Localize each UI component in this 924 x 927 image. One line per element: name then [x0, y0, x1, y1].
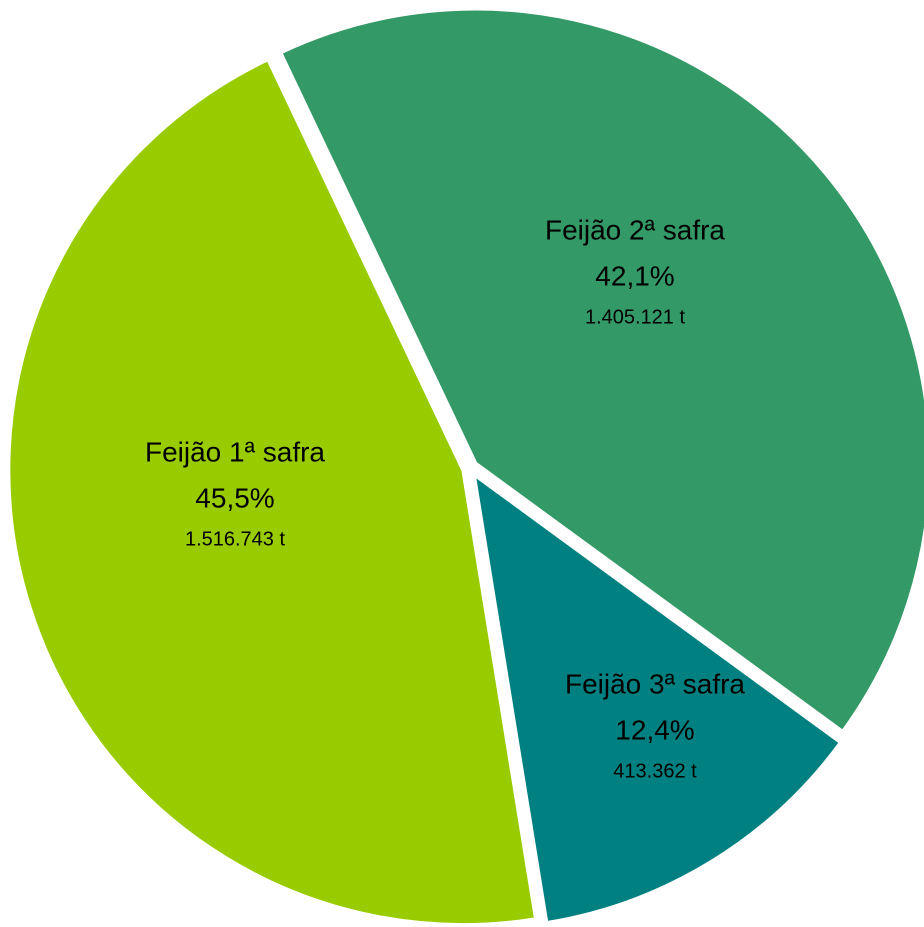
slice-percent: 45,5% [195, 482, 274, 513]
pie-slice [6, 56, 539, 927]
slice-label: Feijão 2ª safra [545, 214, 725, 245]
slice-percent: 42,1% [595, 260, 674, 291]
slice-percent: 12,4% [615, 714, 694, 745]
pie-slice [277, 6, 924, 735]
slice-amount: 1.405.121 t [585, 306, 686, 328]
slice-label: Feijão 1ª safra [145, 436, 325, 467]
pie-slice [470, 469, 844, 926]
slice-label: Feijão 3ª safra [565, 668, 745, 699]
slice-amount: 413.362 t [613, 760, 697, 782]
slice-amount: 1.516.743 t [185, 528, 286, 550]
